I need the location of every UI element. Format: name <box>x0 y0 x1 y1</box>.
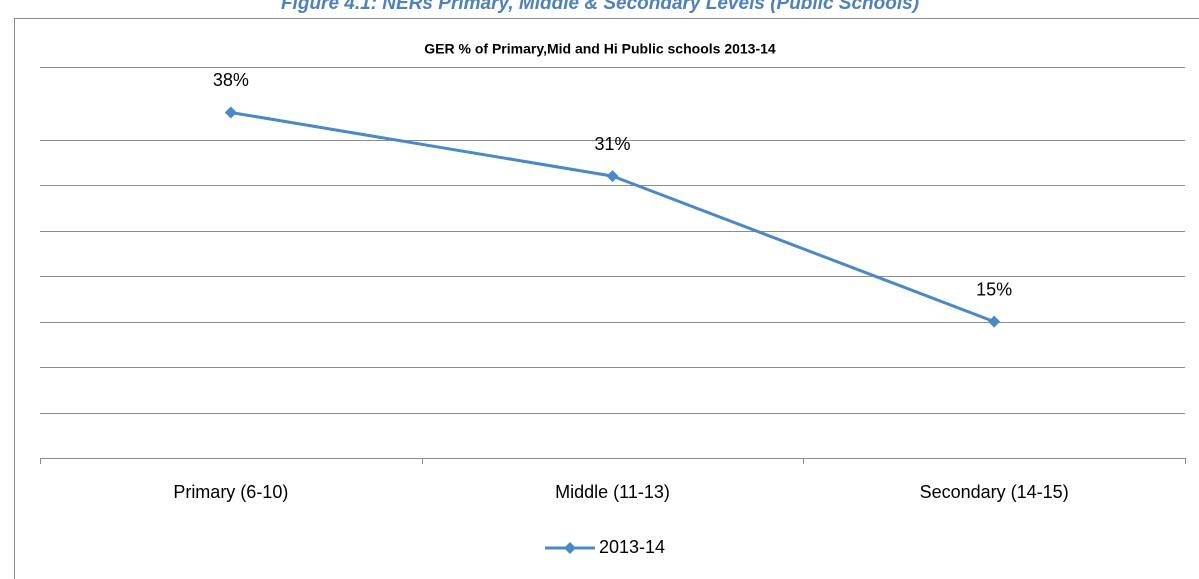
legend-label: 2013-14 <box>599 537 665 557</box>
marker <box>224 106 237 119</box>
data-label: 15% <box>976 279 1012 299</box>
x-tick-label: Primary (6-10) <box>173 482 288 502</box>
chart-border <box>14 18 1199 579</box>
x-tick-label: Middle (11-13) <box>555 482 670 502</box>
figure-caption: Figure 4.1: NERs Primary, Middle & Secon… <box>281 0 919 14</box>
data-label: 38% <box>213 70 249 90</box>
marker <box>988 315 1001 328</box>
chart-title: GER % of Primary,Mid and Hi Public schoo… <box>424 41 776 57</box>
data-label: 31% <box>594 134 630 154</box>
legend-marker <box>564 542 576 554</box>
x-tick-label: Secondary (14-15) <box>920 482 1069 502</box>
marker <box>606 170 619 183</box>
